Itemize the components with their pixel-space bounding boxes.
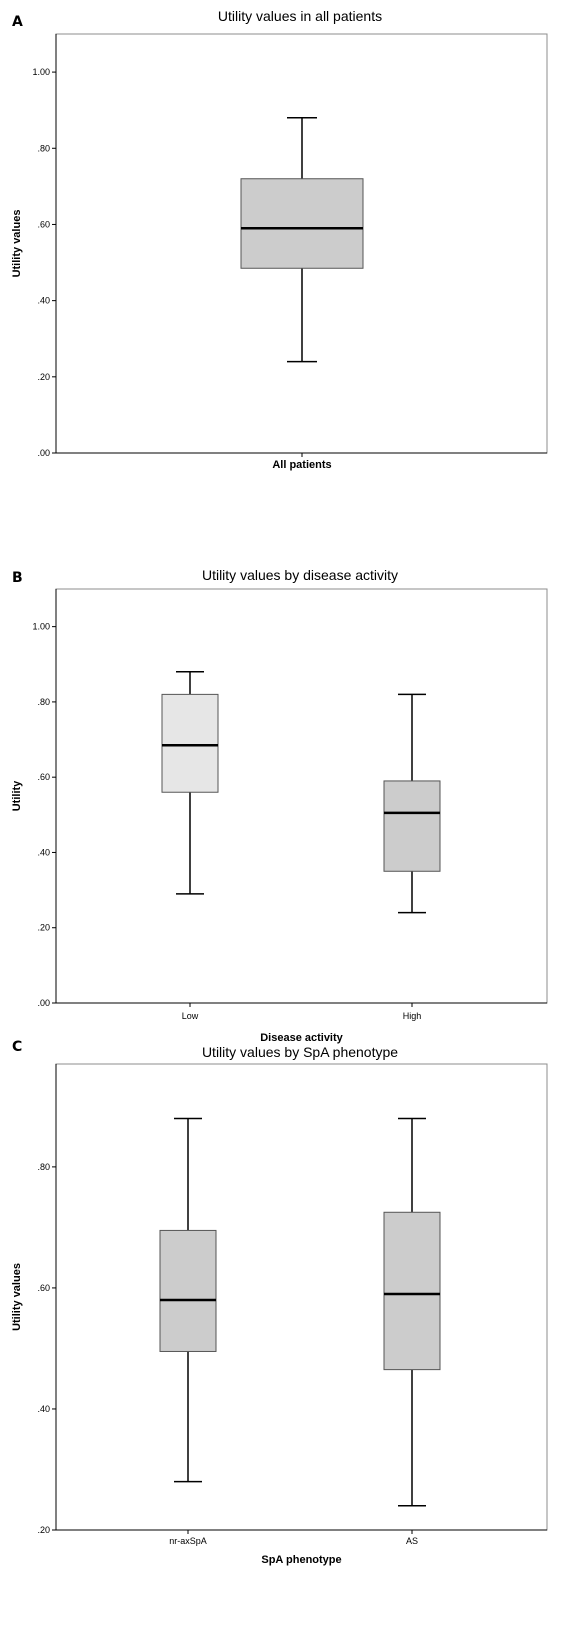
y-tick-label: .80 [37,1162,50,1172]
chart-svg: .20 .40 .60 .80 Utility values nr-axSpA AS SpA … [11,1063,548,1566]
y-axis-title: Utility [11,780,23,811]
chart-svg: .00 .20 .40 .60 .80 1.00 Utility values All pat… [11,33,548,471]
x-axis-title: SpA phenotype [261,1554,341,1566]
y-axis-title: Utility values [11,210,23,278]
x-category-label: AS [406,1536,418,1546]
plot-frame [55,588,548,1004]
y-tick-label: .40 [37,847,50,857]
y-tick-label: .00 [37,998,50,1008]
y-tick-label: .60 [37,1283,50,1293]
chart-title: Utility values in all patients [217,8,383,24]
chart-panel-b: B Utility values by disease activity .00… [0,567,568,1105]
y-tick-label: .80 [37,697,50,707]
y-tick-label: .40 [37,1404,50,1414]
panel-letter: C [12,1039,23,1055]
chart-title: Utility values by SpA phenotype [201,1044,399,1060]
y-tick-label: .60 [37,219,50,229]
panel-letter: B [12,570,23,586]
chart-svg: .00 .20 .40 .60 .80 1.00 Utility Low High Disease… [11,588,548,1044]
y-tick-label: .20 [37,923,50,933]
y-tick-label: .60 [37,772,50,782]
box-high [383,780,441,872]
x-category-label: Low [182,1011,199,1021]
x-category-label: All patients [272,459,331,471]
x-category-label: High [403,1011,422,1021]
y-tick-label: .80 [37,143,50,153]
chart-title: Utility values by disease activity [201,567,399,583]
y-tick-label: .20 [37,1525,50,1535]
chart-panel-a: A Utility values in all patients .00 .20.… [0,0,568,540]
y-tick-label: 1.00 [32,67,50,77]
box-as [383,1211,441,1371]
chart-panel-c: C Utility values by SpA phenotype .20 .40… [0,1039,568,1632]
y-tick-label: .00 [37,448,50,458]
y-axis-title: Utility values [11,1263,23,1331]
x-category-label: nr-axSpA [169,1536,207,1546]
box-nr-axspa [159,1229,217,1352]
x-axis-title: Disease activity [260,1032,343,1044]
panel-letter: A [12,14,23,30]
box-low [161,693,219,793]
y-tick-label: .20 [37,372,50,382]
y-tick-label: 1.00 [32,622,50,632]
plot-frame [55,1063,548,1531]
y-tick-label: .40 [37,296,50,306]
box-all-patients [240,178,364,269]
